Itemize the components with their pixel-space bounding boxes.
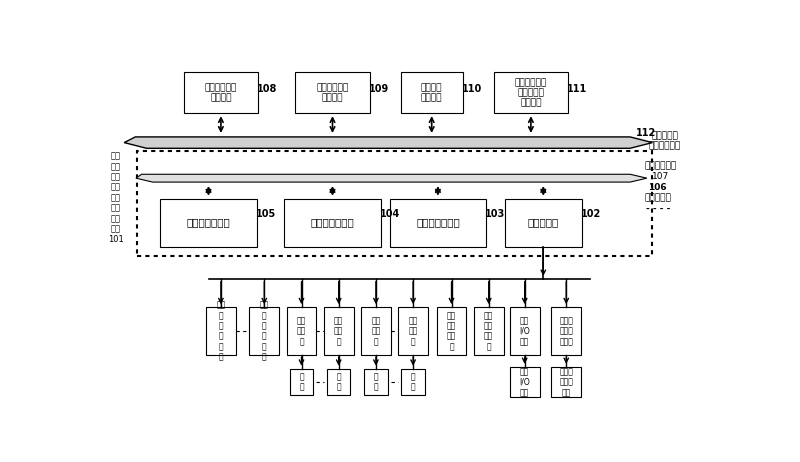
Bar	[402, 369, 425, 395]
Text: 高分
辨率
摄像
头: 高分 辨率 摄像 头	[447, 311, 456, 351]
Text: 五轴
联动
控制
立体
打印
设备
控制
系统
101: 五轴 联动 控制 立体 打印 设备 控制 系统 101	[108, 152, 123, 244]
Bar	[327, 369, 350, 395]
Text: 105: 105	[256, 209, 276, 219]
Text: 102: 102	[582, 209, 602, 219]
Text: 其它标
准总线
驱动器: 其它标 准总线 驱动器	[559, 316, 573, 346]
Bar	[401, 73, 462, 113]
Bar	[324, 307, 354, 355]
Text: 其它标
准总线
设备: 其它标 准总线 设备	[559, 367, 573, 397]
Text: 远程状态监测
和故障诊断
服务中心: 远程状态监测 和故障诊断 服务中心	[514, 78, 547, 108]
Text: 电
机: 电 机	[336, 372, 341, 392]
Text: 喷
头: 喷 头	[374, 372, 378, 392]
Bar	[295, 73, 370, 113]
Text: 108: 108	[258, 84, 278, 94]
Bar	[206, 307, 236, 355]
Text: 远程服务子系统: 远程服务子系统	[186, 218, 230, 228]
Text: 电机
驱动
器: 电机 驱动 器	[334, 316, 343, 346]
Bar	[138, 152, 652, 256]
Text: 喷
头: 喷 头	[410, 372, 415, 392]
Text: 其它
I/O
设备: 其它 I/O 设备	[519, 367, 530, 397]
Text: 103: 103	[485, 209, 506, 219]
Text: 111: 111	[567, 84, 587, 94]
Bar	[398, 307, 428, 355]
Text: 109: 109	[369, 84, 389, 94]
Polygon shape	[136, 174, 647, 182]
Bar	[474, 307, 504, 355]
Bar	[551, 307, 581, 355]
Bar	[505, 199, 582, 247]
Bar	[250, 307, 279, 355]
Polygon shape	[124, 137, 653, 148]
Text: 110: 110	[462, 84, 482, 94]
Text: 图形服务子系统: 图形服务子系统	[310, 218, 354, 228]
Text: 112: 112	[636, 128, 657, 138]
Text: 喷墨
控制
器: 喷墨 控制 器	[409, 316, 418, 346]
Text: 远程加工编程
服务中心: 远程加工编程 服务中心	[316, 83, 349, 103]
Text: 外部有线或
无线通讯网络: 外部有线或 无线通讯网络	[649, 131, 681, 151]
Bar	[290, 369, 314, 395]
Bar	[437, 307, 466, 355]
Text: 电
机: 电 机	[299, 372, 304, 392]
Bar	[494, 73, 568, 113]
Bar	[361, 307, 390, 355]
Bar	[285, 199, 381, 247]
Text: 106
扩展子系统
- - - -: 106 扩展子系统 - - - -	[644, 183, 671, 213]
Text: 实时控制子系统: 实时控制子系统	[416, 218, 460, 228]
Text: 内部数据链路
107: 内部数据链路 107	[644, 161, 677, 181]
Bar	[161, 199, 257, 247]
Text: 电机
驱动
器: 电机 驱动 器	[297, 316, 306, 346]
Bar	[390, 199, 486, 247]
Bar	[510, 367, 539, 397]
Text: 104: 104	[380, 209, 400, 219]
Bar	[510, 307, 539, 355]
Bar	[364, 369, 388, 395]
Text: 角位
参
反
馈
单
元: 角位 参 反 馈 单 元	[260, 301, 269, 362]
Text: 远程加工调度
管理中心: 远程加工调度 管理中心	[205, 83, 237, 103]
Text: 主控子系统: 主控子系统	[528, 218, 559, 228]
Bar	[286, 307, 316, 355]
Text: 其它
I/O
单元: 其它 I/O 单元	[519, 316, 530, 346]
Text: 喷墨
控制
器: 喷墨 控制 器	[371, 316, 381, 346]
Bar	[184, 73, 258, 113]
Bar	[551, 367, 581, 397]
Text: 远程技术
支持中心: 远程技术 支持中心	[421, 83, 442, 103]
Text: 战位
参
反
馈
单
元: 战位 参 反 馈 单 元	[216, 301, 226, 362]
Text: 高分
辨率
摄像
头: 高分 辨率 摄像 头	[484, 311, 494, 351]
